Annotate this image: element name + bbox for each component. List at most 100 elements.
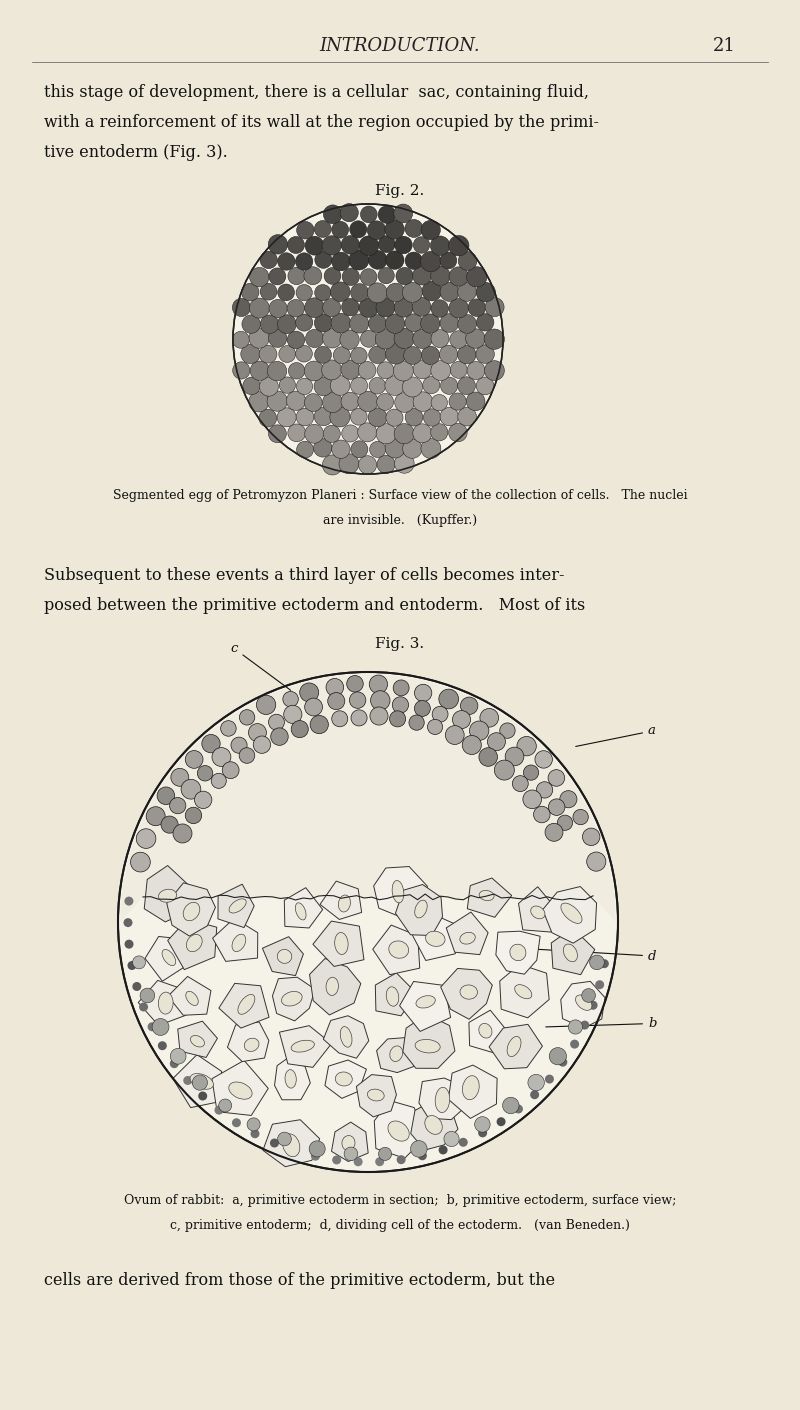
Ellipse shape [335, 1072, 352, 1086]
Circle shape [534, 807, 550, 823]
Circle shape [297, 441, 314, 458]
Circle shape [157, 787, 174, 805]
Circle shape [392, 697, 409, 713]
Circle shape [133, 956, 146, 969]
Circle shape [414, 684, 432, 702]
Circle shape [550, 1048, 566, 1065]
Ellipse shape [507, 1036, 521, 1056]
Ellipse shape [244, 1038, 259, 1052]
Ellipse shape [425, 1115, 442, 1134]
Circle shape [130, 852, 150, 871]
Circle shape [368, 407, 387, 427]
Ellipse shape [190, 1035, 205, 1048]
Circle shape [421, 251, 441, 272]
Polygon shape [374, 867, 427, 916]
Circle shape [467, 361, 485, 379]
Ellipse shape [435, 1087, 450, 1112]
Circle shape [332, 1155, 341, 1165]
Circle shape [422, 345, 439, 365]
Circle shape [140, 988, 154, 1003]
Text: 21: 21 [713, 37, 736, 55]
Circle shape [476, 282, 495, 302]
Polygon shape [403, 1014, 455, 1069]
Circle shape [247, 1118, 260, 1131]
Circle shape [358, 423, 377, 441]
Polygon shape [284, 888, 322, 928]
Text: cells are derived from those of the primitive ectoderm, but the: cells are derived from those of the prim… [44, 1272, 555, 1289]
Text: c: c [230, 642, 290, 691]
Polygon shape [168, 977, 211, 1015]
Polygon shape [377, 1038, 417, 1073]
Circle shape [402, 282, 422, 302]
Circle shape [269, 268, 286, 285]
Circle shape [278, 252, 295, 271]
Text: INTRODUCTION.: INTRODUCTION. [320, 37, 480, 55]
Circle shape [413, 360, 432, 379]
Circle shape [487, 733, 506, 750]
Circle shape [279, 345, 295, 362]
Circle shape [582, 988, 595, 1003]
Circle shape [430, 266, 450, 286]
Circle shape [440, 282, 459, 302]
Circle shape [305, 424, 324, 443]
Circle shape [242, 378, 260, 395]
Ellipse shape [232, 935, 246, 952]
Circle shape [359, 235, 378, 255]
Circle shape [332, 440, 350, 458]
Circle shape [449, 235, 469, 257]
Circle shape [211, 773, 226, 788]
Circle shape [404, 347, 422, 364]
Circle shape [250, 268, 269, 286]
Circle shape [378, 1148, 392, 1160]
Ellipse shape [295, 902, 306, 919]
Circle shape [242, 283, 259, 300]
Text: b: b [546, 1017, 657, 1029]
Circle shape [315, 251, 332, 268]
Polygon shape [356, 1074, 397, 1117]
Circle shape [476, 376, 494, 395]
Circle shape [369, 345, 386, 364]
Circle shape [344, 1148, 358, 1160]
Polygon shape [166, 883, 215, 936]
Polygon shape [262, 936, 303, 976]
Ellipse shape [392, 880, 404, 902]
Circle shape [192, 1074, 207, 1090]
Ellipse shape [460, 932, 475, 945]
Circle shape [439, 689, 458, 709]
Ellipse shape [291, 1041, 314, 1052]
Ellipse shape [238, 994, 255, 1014]
Circle shape [536, 781, 553, 798]
Polygon shape [313, 921, 364, 966]
Circle shape [123, 918, 133, 928]
Polygon shape [274, 1056, 310, 1100]
Circle shape [523, 790, 542, 809]
Ellipse shape [479, 1024, 492, 1038]
Circle shape [440, 313, 458, 333]
Circle shape [260, 251, 278, 268]
Circle shape [346, 675, 363, 692]
Circle shape [290, 1146, 299, 1155]
Circle shape [334, 347, 350, 364]
Circle shape [305, 698, 322, 716]
Polygon shape [375, 973, 417, 1015]
Circle shape [421, 314, 440, 333]
Text: a: a [576, 725, 656, 746]
Circle shape [360, 269, 377, 285]
Circle shape [586, 852, 606, 871]
Circle shape [446, 726, 464, 744]
Circle shape [332, 252, 350, 271]
Polygon shape [467, 878, 512, 918]
Polygon shape [138, 980, 186, 1025]
Ellipse shape [326, 977, 338, 995]
Circle shape [269, 424, 286, 443]
Circle shape [573, 809, 588, 825]
Ellipse shape [158, 993, 173, 1014]
Polygon shape [325, 1060, 366, 1098]
Circle shape [341, 392, 359, 410]
Circle shape [358, 361, 376, 379]
Text: Subsequent to these events a third layer of cells becomes inter-: Subsequent to these events a third layer… [44, 567, 565, 584]
Circle shape [284, 705, 302, 723]
Circle shape [474, 1117, 490, 1132]
Circle shape [378, 268, 394, 283]
Ellipse shape [530, 907, 545, 919]
